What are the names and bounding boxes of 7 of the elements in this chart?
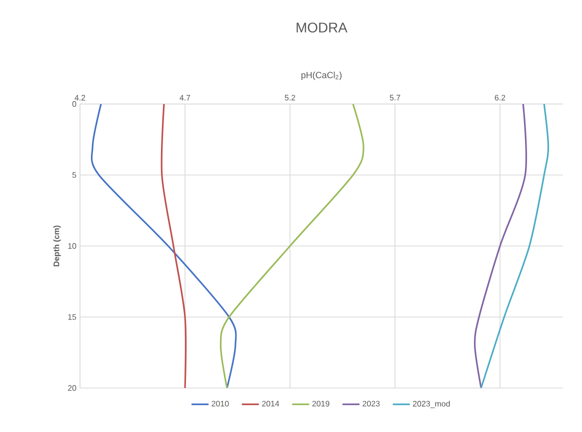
line-series <box>480 104 550 388</box>
line-series <box>220 104 364 388</box>
line-series <box>474 104 528 388</box>
line-series <box>160 104 187 388</box>
line-series <box>90 104 237 388</box>
chart-title: MODRA <box>296 22 348 33</box>
x-axis-title: pH(CaCl$_{2}$) <box>301 72 342 80</box>
